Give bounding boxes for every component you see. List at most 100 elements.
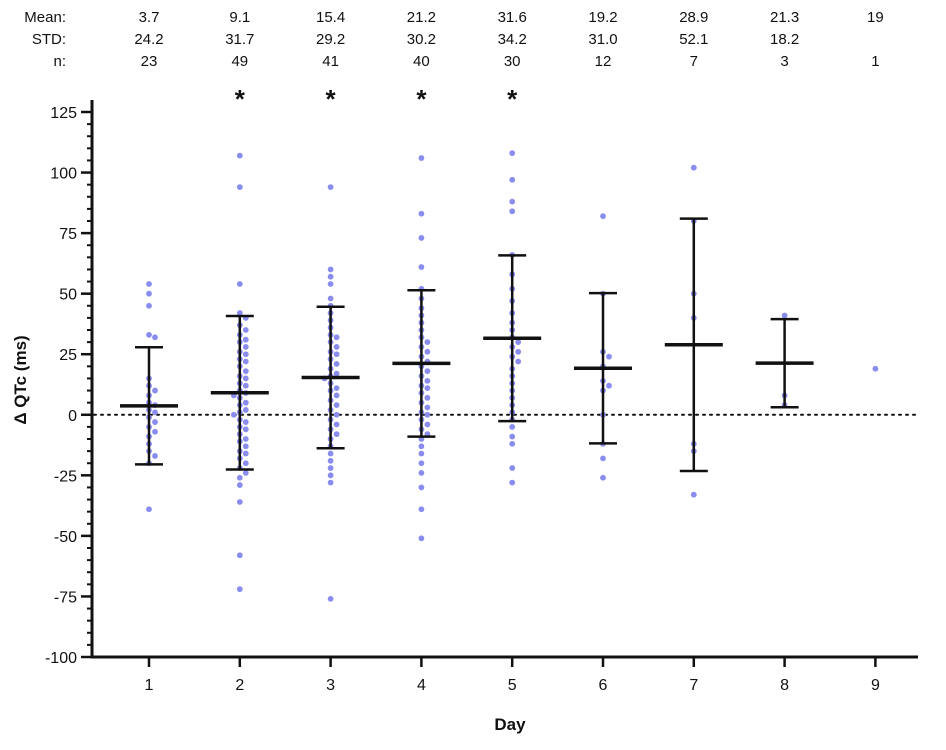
data-point-day-5 <box>509 433 516 440</box>
data-point-day-1 <box>146 506 152 513</box>
data-point-day-4 <box>418 210 425 217</box>
data-point-day-7 <box>690 164 697 171</box>
data-point-day-4 <box>424 404 431 411</box>
data-point-day-2 <box>242 443 249 450</box>
data-point-day-4 <box>418 535 425 542</box>
data-point-day-5 <box>509 198 516 205</box>
data-point-day-1 <box>152 334 158 341</box>
data-point-day-3 <box>327 184 334 190</box>
error-bars <box>120 217 814 473</box>
data-point-day-3 <box>333 392 340 399</box>
data-point-day-8 <box>781 312 788 319</box>
data-point-day-2 <box>236 552 243 559</box>
stat-std-day-4: 30.2 <box>407 31 436 48</box>
stat-std-day-2: 31.7 <box>225 31 254 48</box>
data-point-day-3 <box>333 370 340 377</box>
data-point-day-2 <box>242 358 249 365</box>
data-point-day-4 <box>424 385 431 392</box>
data-point-day-4 <box>424 411 431 418</box>
data-point-day-2 <box>242 450 249 457</box>
data-point-day-3 <box>327 595 334 602</box>
y-tick-label: 100 <box>50 166 77 183</box>
data-point-day-5 <box>515 358 522 365</box>
y-tick-label: -75 <box>54 589 77 606</box>
data-point-day-1 <box>152 409 158 416</box>
data-point-day-2 <box>236 184 243 190</box>
data-point-day-2 <box>242 436 249 442</box>
stat-mean-day-8: 21.3 <box>770 9 799 26</box>
stat-n-day-5: 30 <box>504 53 521 70</box>
y-tick-label: -100 <box>45 650 77 667</box>
x-tick-label: 7 <box>689 677 698 694</box>
stat-std-day-1: 24.2 <box>134 31 163 48</box>
data-point-day-3 <box>327 273 334 280</box>
stat-std-day-8: 18.2 <box>770 31 799 48</box>
data-point-day-6 <box>600 474 606 481</box>
stat-mean-day-7: 28.9 <box>679 9 708 26</box>
stat-n-day-3: 41 <box>322 53 339 70</box>
data-point-day-3 <box>327 472 334 479</box>
data-point-day-2 <box>242 399 249 406</box>
significance-star-day-2: * <box>235 84 246 114</box>
x-tick-label: 3 <box>326 677 335 694</box>
data-point-day-1 <box>146 331 152 338</box>
x-tick-label: 9 <box>871 677 880 694</box>
stat-std-day-6: 31.0 <box>588 31 617 48</box>
stat-mean-day-2: 9.1 <box>229 9 250 26</box>
data-point-day-4 <box>418 484 425 491</box>
y-tick-label: -25 <box>54 468 77 485</box>
axes: -100 -75 -50 -25 0 25 50 75 100 125 1 2 3 4 5 6 7 8 9 <box>45 100 918 694</box>
stat-n-day-7: 7 <box>690 53 698 70</box>
data-point-day-2 <box>242 460 249 467</box>
data-point-day-3 <box>327 465 334 471</box>
stat-mean-day-9: 19 <box>867 9 884 26</box>
data-point-day-4 <box>418 155 425 161</box>
y-axis-title: Δ QTc (ms) <box>11 335 30 424</box>
data-point-day-5 <box>509 150 516 157</box>
data-point-day-4 <box>424 394 431 401</box>
data-point-day-5 <box>515 348 522 355</box>
data-point-day-4 <box>424 368 431 375</box>
x-tick-label: 2 <box>235 677 244 694</box>
y-tick-label: 75 <box>59 226 77 243</box>
data-point-day-3 <box>333 411 340 418</box>
data-point-day-2 <box>242 407 249 413</box>
data-point-day-1 <box>152 387 158 394</box>
data-point-day-5 <box>509 465 516 471</box>
stat-n-day-4: 40 <box>413 53 430 70</box>
x-tick-label: 8 <box>780 677 789 694</box>
data-point-day-1 <box>146 281 152 287</box>
data-point-day-2 <box>242 327 249 333</box>
data-point-day-5 <box>509 479 516 486</box>
data-point-day-4 <box>418 470 425 476</box>
data-point-day-5 <box>509 176 516 183</box>
data-point-day-5 <box>515 339 522 346</box>
data-point-day-3 <box>333 385 340 392</box>
data-point-day-3 <box>333 431 340 438</box>
x-axis-title: Day <box>494 715 526 734</box>
stat-n-day-8: 3 <box>780 53 788 70</box>
data-point-day-4 <box>418 506 425 513</box>
data-point-day-6 <box>600 455 606 462</box>
stat-mean-day-6: 19.2 <box>588 9 617 26</box>
data-point-day-3 <box>327 281 334 287</box>
stat-mean-day-4: 21.2 <box>407 9 436 26</box>
stats-label-std: STD: <box>32 31 66 48</box>
significance-star-day-3: * <box>326 84 337 114</box>
stat-mean-day-3: 15.4 <box>316 9 345 26</box>
data-point-day-2 <box>236 586 243 593</box>
data-point-day-2 <box>236 152 243 159</box>
data-point-day-1 <box>146 290 152 297</box>
y-tick-label: 50 <box>59 287 77 304</box>
stat-mean-day-5: 31.6 <box>498 9 527 26</box>
stat-std-day-3: 29.2 <box>316 31 345 48</box>
data-point-day-6 <box>606 382 612 389</box>
data-point-day-4 <box>418 460 425 467</box>
data-point-day-4 <box>418 264 425 270</box>
data-point-day-3 <box>333 351 340 358</box>
stat-n-day-2: 49 <box>231 53 248 70</box>
data-point-day-5 <box>509 208 516 215</box>
data-point-day-7 <box>690 491 697 498</box>
data-point-day-2 <box>242 368 249 375</box>
